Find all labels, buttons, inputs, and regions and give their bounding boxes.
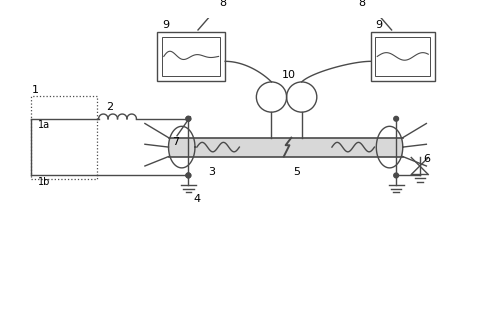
Text: 9: 9 bbox=[376, 20, 382, 30]
Circle shape bbox=[186, 173, 191, 178]
Text: 1b: 1b bbox=[38, 177, 51, 187]
Text: 1a: 1a bbox=[38, 120, 50, 130]
Text: 4: 4 bbox=[193, 194, 200, 204]
Text: 1: 1 bbox=[31, 85, 39, 95]
Bar bbox=[168, 138, 403, 157]
Circle shape bbox=[394, 116, 399, 121]
Text: 9: 9 bbox=[162, 20, 169, 30]
Text: 7: 7 bbox=[172, 137, 179, 147]
Text: 8: 8 bbox=[219, 0, 226, 8]
Bar bbox=[162, 37, 220, 76]
Bar bbox=[371, 32, 435, 81]
Bar bbox=[376, 37, 430, 76]
Text: 2: 2 bbox=[106, 102, 113, 112]
Text: 8: 8 bbox=[358, 0, 366, 8]
Circle shape bbox=[186, 116, 191, 121]
Circle shape bbox=[394, 173, 399, 178]
Text: 3: 3 bbox=[208, 167, 215, 177]
Text: 10: 10 bbox=[282, 70, 296, 80]
Bar bbox=[157, 32, 225, 81]
Circle shape bbox=[186, 173, 191, 178]
Text: 6: 6 bbox=[424, 154, 431, 164]
Text: 5: 5 bbox=[293, 167, 300, 177]
Circle shape bbox=[186, 116, 191, 121]
